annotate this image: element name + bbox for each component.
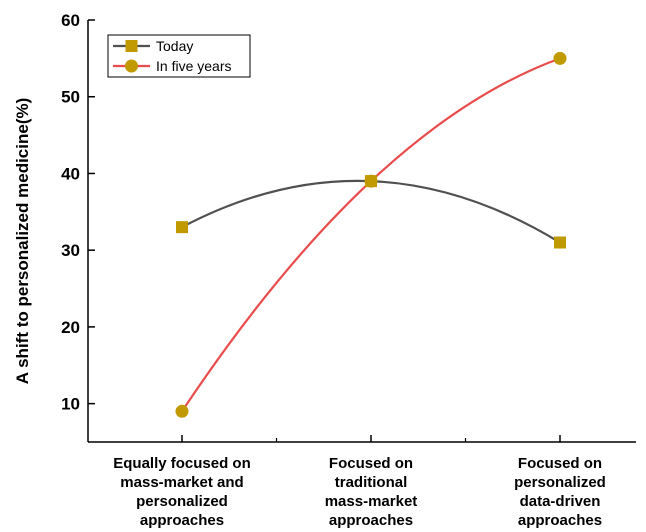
axes (87, 20, 636, 443)
series-line-today (181, 179, 561, 244)
legend-marker-square (125, 40, 138, 52)
y-tick-label: 10 (61, 395, 80, 414)
series-layer (175, 51, 567, 418)
y-tick-label: 20 (61, 318, 80, 337)
data-point-in-five-years (553, 51, 567, 65)
x-tick-label: Equally focused on mass-market and persona… (113, 455, 251, 529)
legend-label: Today (156, 38, 193, 54)
y-axis-title: A shift to personalized medicine(%) (13, 98, 32, 385)
legend-label: In five years (156, 58, 231, 74)
data-point-today (554, 236, 566, 249)
data-point-today (365, 175, 377, 188)
y-axis-ticks: 10 20 30 40 50 60 (61, 11, 95, 414)
x-tick-label: Focused on traditional mass-market approach… (325, 455, 418, 529)
x-axis-ticks: Equally focused on mass-market and persona… (113, 435, 606, 529)
series-line-in-five-years (181, 57, 561, 412)
x-tick-label: Focused on personalized data-driven approac… (514, 455, 606, 529)
data-point-in-five-years (175, 404, 189, 418)
legend-marker-circle (125, 59, 138, 73)
legend: Today In five years (107, 34, 251, 78)
y-tick-label: 60 (61, 11, 80, 30)
y-tick-label: 30 (61, 241, 80, 260)
y-tick-label: 40 (61, 164, 80, 183)
y-tick-label: 50 (61, 88, 80, 107)
data-point-today (176, 221, 188, 234)
